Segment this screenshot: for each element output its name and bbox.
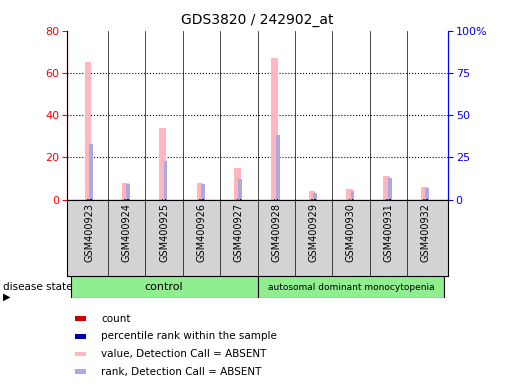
Bar bbox=[276, 136, 280, 200]
Bar bbox=[159, 128, 166, 200]
Bar bbox=[383, 177, 390, 200]
Bar bbox=[75, 352, 86, 356]
Bar bbox=[349, 199, 350, 200]
Bar bbox=[274, 199, 276, 200]
Bar bbox=[308, 191, 315, 200]
Text: count: count bbox=[101, 314, 131, 324]
Bar bbox=[239, 199, 241, 200]
Bar bbox=[164, 161, 167, 200]
Text: GSM400924: GSM400924 bbox=[122, 203, 132, 262]
Bar bbox=[89, 144, 93, 200]
Bar bbox=[346, 189, 353, 200]
Bar bbox=[199, 199, 201, 200]
Bar bbox=[71, 276, 258, 298]
Text: GSM400923: GSM400923 bbox=[84, 203, 94, 262]
Bar bbox=[201, 184, 205, 200]
Bar bbox=[165, 199, 166, 200]
Bar bbox=[386, 199, 387, 200]
Bar bbox=[126, 184, 130, 200]
Bar bbox=[234, 168, 241, 200]
Bar bbox=[351, 191, 354, 200]
Bar bbox=[75, 369, 86, 374]
Bar bbox=[425, 188, 429, 200]
Bar bbox=[75, 316, 86, 321]
Text: disease state: disease state bbox=[3, 282, 72, 292]
Text: GSM400929: GSM400929 bbox=[308, 203, 319, 262]
Bar bbox=[258, 276, 444, 298]
Text: ▶: ▶ bbox=[3, 291, 10, 302]
Bar bbox=[311, 199, 313, 200]
Bar bbox=[314, 199, 316, 200]
Bar bbox=[423, 199, 425, 200]
Bar bbox=[236, 199, 238, 200]
Text: GDS3820 / 242902_at: GDS3820 / 242902_at bbox=[181, 13, 334, 27]
Bar bbox=[197, 183, 203, 200]
Bar bbox=[313, 193, 317, 200]
Bar bbox=[389, 199, 390, 200]
Bar bbox=[238, 179, 242, 200]
Text: autosomal dominant monocytopenia: autosomal dominant monocytopenia bbox=[268, 283, 434, 291]
Bar bbox=[125, 199, 126, 200]
Bar bbox=[162, 199, 163, 200]
Text: rank, Detection Call = ABSENT: rank, Detection Call = ABSENT bbox=[101, 367, 262, 377]
Bar bbox=[202, 199, 204, 200]
Bar bbox=[122, 183, 129, 200]
Bar bbox=[90, 199, 92, 200]
Text: GSM400931: GSM400931 bbox=[383, 203, 393, 262]
Text: GSM400926: GSM400926 bbox=[196, 203, 207, 262]
Bar bbox=[426, 199, 428, 200]
Text: GSM400932: GSM400932 bbox=[421, 203, 431, 262]
Text: GSM400927: GSM400927 bbox=[234, 203, 244, 262]
Text: value, Detection Call = ABSENT: value, Detection Call = ABSENT bbox=[101, 349, 267, 359]
Bar bbox=[277, 199, 279, 200]
Bar bbox=[388, 178, 391, 200]
Bar bbox=[271, 58, 278, 200]
Bar bbox=[421, 187, 427, 200]
Bar bbox=[128, 199, 129, 200]
Bar bbox=[75, 334, 86, 339]
Text: GSM400930: GSM400930 bbox=[346, 203, 356, 262]
Text: GSM400928: GSM400928 bbox=[271, 203, 281, 262]
Bar bbox=[84, 63, 91, 200]
Text: control: control bbox=[145, 282, 183, 292]
Text: percentile rank within the sample: percentile rank within the sample bbox=[101, 331, 277, 341]
Bar bbox=[87, 199, 89, 200]
Bar bbox=[352, 199, 353, 200]
Text: GSM400925: GSM400925 bbox=[159, 203, 169, 262]
